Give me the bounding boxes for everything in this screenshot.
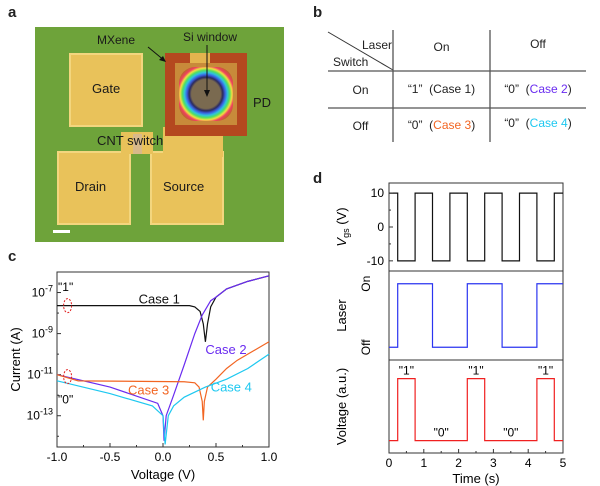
x-tick-label: 2 [455,456,462,470]
series-line-case-2 [56,275,270,441]
cell-case-3: “0” (Case 3) [407,118,476,132]
y-tick-label: 10-7 [32,284,53,300]
y-tick-label: -10 [367,254,385,268]
annotation-arrows [147,45,210,97]
pd-label: PD [253,95,272,110]
x-tick-label: 5 [560,456,567,470]
y-tick-label: Off [359,339,373,355]
si-arrowhead [204,90,210,97]
y-axis-label: Current (A) [8,327,23,391]
gate-label: Gate [92,81,121,96]
y-tick-label: 10-11 [27,366,53,382]
source-pad [150,151,224,225]
cell-value: “0” [504,116,519,130]
iv-chart: -1.0 -0.5 0.0 0.5 1.0 10-7 10-9 10-11 10-13 Volta… [8,271,278,482]
annotation-zero: "0" [58,393,73,407]
mxene-arrowhead [159,56,166,62]
x-tick-label: 0 [386,456,393,470]
y-axis-label: Vgs (V) [334,207,351,246]
y-tick-label: On [359,276,373,292]
series-label: Case 4 [211,380,252,395]
x-tick-label: 0.0 [155,450,172,464]
high-label: "1" [468,364,483,378]
highlight-ellipse [63,369,73,385]
cell-case-1: “1” (Case 1) [393,82,490,96]
series-line-case-3 [56,341,270,421]
series-label: Case 3 [128,382,169,397]
mxene-label: MXene [97,33,136,47]
case-label: (Case 1) [429,82,476,96]
y-tick-label: 10-13 [27,407,53,423]
diagonal-line [327,31,394,71]
cell-value: “0” [504,82,519,96]
table-lines [327,30,586,142]
x-tick-label: -1.0 [47,450,68,464]
panel-label-c: c [8,248,17,265]
annotation-one: "1" [58,280,73,294]
x-tick-label: 4 [525,456,532,470]
row-header-on: On [352,83,369,97]
col-header-on: On [433,40,450,54]
signal-line [389,283,563,348]
mxene-gap [190,53,210,65]
high-label: "1" [538,364,553,378]
gap [137,154,149,224]
x-tick-label: 3 [490,456,497,470]
corner-row-label: Switch [333,55,369,69]
case-label: Case 2 [529,82,568,96]
cell-case-2: “0” (Case 2) [504,82,572,96]
cnt-switch-label: CNT switch [97,133,164,148]
panel-label-a: a [8,4,17,21]
row-header-off: Off [352,119,369,133]
series-label: Case 1 [139,291,180,306]
device-micrograph: Gate Drain Source PD CNT switch MXene Si… [35,27,284,242]
low-label: "0" [503,426,518,440]
drain-pad [57,151,131,225]
x-axis-label: Time (s) [452,471,499,486]
source-label: Source [163,179,205,194]
signal-line [389,192,563,262]
signal-line [389,378,563,442]
y-tick-label: 10-9 [32,325,53,341]
cell-value: “1” [407,82,423,96]
y-tick-label: 10 [371,186,385,200]
y-axis-label: Laser [334,299,349,332]
panel-label-b: b [313,4,323,21]
x-tick-label: 0.5 [208,450,225,464]
case-label: Case 4 [529,116,568,130]
gate-pad [69,53,143,127]
cell-value: “0” [407,118,423,132]
cell-case-4: “0” (Case 4) [504,116,572,130]
y-tick-label: 0 [377,220,384,234]
x-tick-label: 1.0 [261,450,278,464]
y-axis-label: Voltage (a.u.) [334,368,349,445]
x-tick-label: 1 [420,456,427,470]
corner-col-label: Laser [362,38,393,52]
high-label: "1" [399,364,414,378]
panel-label-d: d [313,170,323,187]
cnt-channel [133,134,142,154]
x-tick-label: -0.5 [100,450,121,464]
low-label: "0" [434,426,449,440]
series-label: Case 2 [205,342,246,357]
drain-label: Drain [75,179,107,194]
col-header-off: Off [530,37,546,51]
x-axis-label: Voltage (V) [131,467,195,482]
series-line-case-4 [56,353,270,445]
case-label: Case 3 [433,118,472,132]
si-window-label: Si window [183,30,238,44]
scale-bar [53,230,70,233]
